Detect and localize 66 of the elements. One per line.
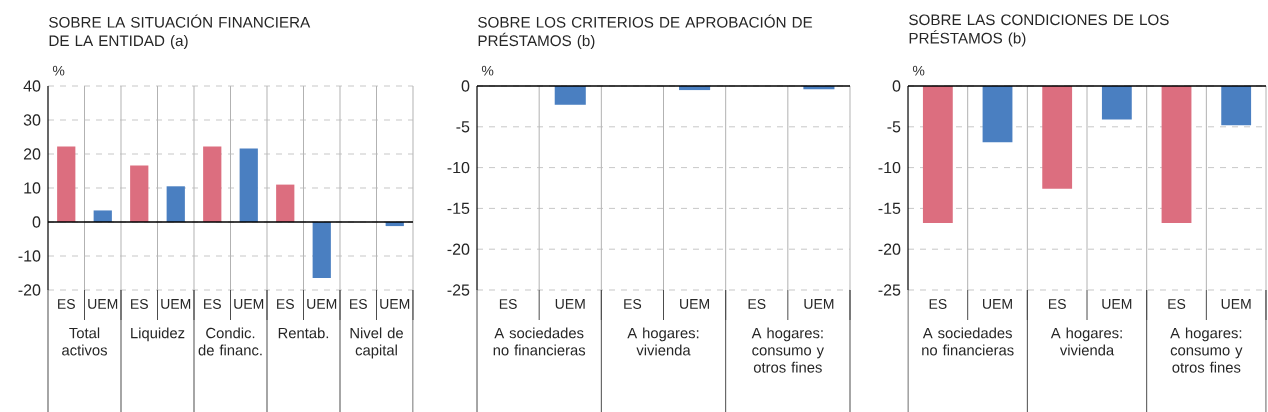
x-tick-label: UEM <box>161 299 191 309</box>
text: Nivel de capital <box>350 327 403 359</box>
y-tick-label: 0 <box>892 80 901 92</box>
x-tick-label: UEM <box>555 299 585 309</box>
text: A hogares: vivienda <box>1050 327 1122 356</box>
y-tick-label: -25 <box>447 284 470 296</box>
y-tick-label: 20 <box>23 148 41 160</box>
x-tick-label: ES <box>204 299 221 309</box>
x-tick-label: UEM <box>983 299 1012 309</box>
x-tick-label: ES <box>624 299 642 309</box>
bar <box>276 184 295 222</box>
y-axis-title: % <box>912 65 925 76</box>
x-tick-label: UEM <box>380 299 410 309</box>
x-tick-label: ES <box>499 299 517 309</box>
x-tick-label: ES <box>1168 299 1186 309</box>
bar <box>130 165 149 222</box>
x-tick-label: UEM <box>1102 299 1132 309</box>
chart-title: SOBRE LAS CONDICIONES DE LOS PRÉSTAMOS (b) <box>909 14 1169 47</box>
x-tick-label: UEM <box>88 299 118 309</box>
x-tick-label: UEM <box>234 299 264 309</box>
y-tick-label: -15 <box>447 202 470 214</box>
text: A sociedades no financieras <box>922 327 1014 356</box>
bar <box>166 186 185 222</box>
y-tick-label: -20 <box>878 243 901 255</box>
x-tick-label: UEM <box>804 299 834 309</box>
bar <box>312 222 331 279</box>
y-tick-label: -10 <box>447 161 470 174</box>
y-tick-label: -20 <box>18 284 41 296</box>
text: Condic. de financ. <box>198 327 262 356</box>
chart-title: SOBRE LA SITUACIÓN FINANCIERA DE LA ENTIDAD (a) <box>49 14 311 50</box>
x-tick-label: ES <box>1049 299 1066 309</box>
x-tick-label: UEM <box>307 299 337 309</box>
chart-title: SOBRE LOS CRITERIOS DE APROBACIÓN DE PRÉSTAMOS (b) <box>478 14 813 50</box>
x-tick-label: ES <box>58 299 75 309</box>
bar <box>93 210 112 222</box>
text: Liquidez <box>131 327 185 342</box>
x-tick-label: ES <box>748 299 766 309</box>
x-tick-label: ES <box>929 299 947 309</box>
y-axis-title: % <box>481 65 494 76</box>
x-tick-label: ES <box>277 299 294 309</box>
bar <box>203 146 222 222</box>
text: A hogares: consumo y otros fines <box>1170 327 1243 373</box>
text: Rentab. <box>278 327 329 339</box>
text: A hogares: consumo y otros fines <box>751 327 824 373</box>
y-tick-label: -5 <box>887 121 901 133</box>
y-tick-label: 0 <box>32 216 41 228</box>
y-tick-label: 30 <box>23 114 41 126</box>
x-tick-label: UEM <box>680 299 709 309</box>
text: A sociedades no financieras <box>493 327 586 356</box>
text: A hogares: vivienda <box>627 327 699 356</box>
y-tick-label: -10 <box>18 250 41 262</box>
y-axis-title: % <box>52 65 65 76</box>
x-tick-label: ES <box>350 299 367 309</box>
y-tick-label: -15 <box>878 202 901 214</box>
x-tick-label: UEM <box>1221 299 1251 309</box>
bar <box>57 146 76 222</box>
y-tick-label: 40 <box>23 80 41 92</box>
x-tick-label: ES <box>131 299 148 309</box>
y-tick-label: 10 <box>24 182 41 194</box>
y-tick-label: -5 <box>456 121 470 133</box>
y-tick-label: -20 <box>447 243 470 255</box>
y-tick-label: -25 <box>878 284 901 296</box>
y-tick-label: 0 <box>461 80 470 92</box>
bar <box>239 148 258 222</box>
y-tick-label: -10 <box>878 161 901 174</box>
text: Total activos <box>62 327 107 356</box>
